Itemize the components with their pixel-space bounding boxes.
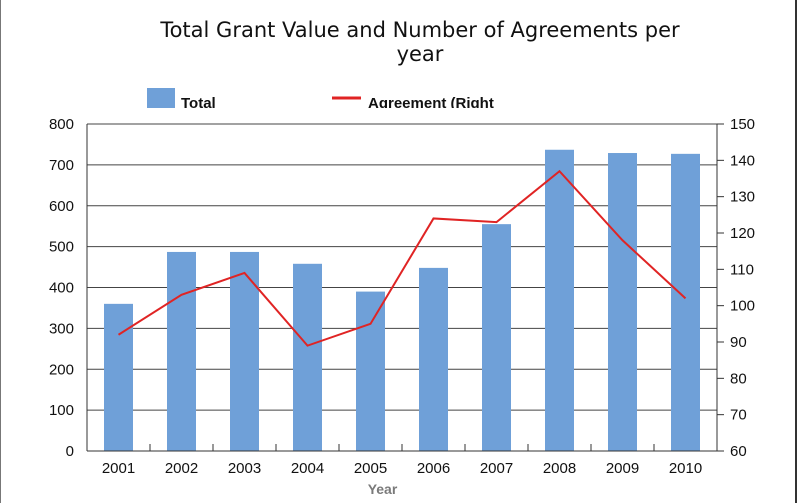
bar: [608, 153, 637, 452]
line-series: [117, 169, 687, 347]
bar: [419, 267, 448, 451]
chart-title-line-1: Total Grant Value and Number of Agreemen…: [160, 18, 680, 42]
bar: [545, 149, 574, 451]
right-axis-tick-label: 70: [730, 407, 747, 424]
legend-items: Total Agreement (Right: [147, 88, 494, 112]
x-axis-title: Year: [367, 481, 398, 497]
legend-swatch-total: [147, 88, 175, 108]
bar: [104, 303, 133, 451]
legend: Total Agreement (Right: [147, 88, 494, 112]
right-axis-tick-label: 60: [730, 443, 747, 460]
left-axis-tick-label: 800: [49, 116, 74, 133]
legend-label-agreement: Agreement (Right: [368, 95, 494, 112]
right-axis-tick-label: 100: [730, 298, 755, 315]
x-axis-tick-label: 2008: [543, 460, 576, 477]
left-axis-tick-label: 400: [49, 280, 74, 297]
right-axis-tick-label: 150: [730, 116, 755, 133]
x-axis-tick-label: 2006: [417, 460, 450, 477]
left-axis-tick-label: 100: [49, 402, 74, 419]
bar: [230, 251, 259, 451]
left-axis-tick-label: 600: [49, 198, 74, 215]
bar: [293, 263, 322, 451]
x-axis-tick-label: 2002: [165, 460, 198, 477]
x-axis-tick-label: 2005: [354, 460, 387, 477]
bar: [356, 291, 385, 451]
bar: [167, 251, 196, 451]
x-axis-tick-label: 2004: [291, 460, 324, 477]
right-axis-tick-label: 140: [730, 152, 755, 169]
x-axis-tick-label: 2007: [480, 460, 513, 477]
left-axis-tick-label: 200: [49, 361, 74, 378]
right-axis-tick-label: 120: [730, 225, 755, 242]
tick-labels: 0 100 200 300 400 500 600 700 800 60 70 80 90 100 110 1…: [49, 116, 755, 477]
right-axis-tick-label: 90: [730, 334, 747, 351]
right-axis-tick-label: 130: [730, 189, 755, 206]
axes: [86, 123, 724, 452]
x-axis-tick-label: 2010: [669, 460, 702, 477]
bar: [671, 153, 700, 451]
agreement-line: [117, 169, 687, 347]
legend-label-total: Total: [181, 95, 216, 112]
right-axis-tick-label: 110: [730, 261, 754, 278]
left-axis-tick-label: 300: [49, 320, 74, 337]
bar-series: [104, 149, 700, 452]
x-axis-tick-label: 2009: [606, 460, 639, 477]
right-axis-tick-label: 80: [730, 370, 747, 387]
chart-title: Total Grant Value and Number of Agreemen…: [160, 18, 680, 66]
chart-title-line-2: year: [396, 42, 444, 66]
bar: [482, 224, 511, 451]
left-axis-tick-label: 700: [49, 157, 74, 174]
x-axis-tick-label: 2003: [228, 460, 261, 477]
left-axis-tick-label: 0: [66, 443, 74, 460]
x-axis-tick-label: 2001: [102, 460, 135, 477]
left-axis-tick-label: 500: [49, 239, 74, 256]
